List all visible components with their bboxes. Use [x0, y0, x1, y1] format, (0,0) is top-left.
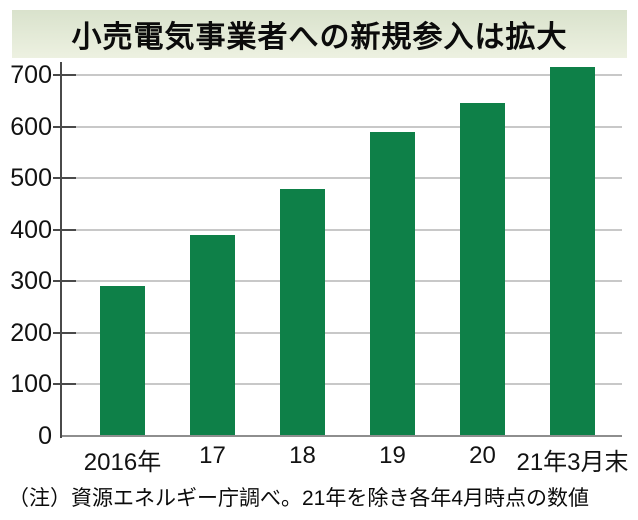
chart-title: 小売電気事業者への新規参入は拡大	[71, 21, 568, 54]
bar	[100, 286, 145, 436]
y-tick-mark	[53, 177, 76, 180]
grid-line	[62, 125, 622, 128]
grid-line	[62, 228, 622, 231]
y-tick-label: 200	[10, 318, 52, 347]
bar	[280, 188, 325, 436]
y-tick-mark	[53, 331, 76, 334]
y-tick-mark	[53, 125, 76, 128]
chart-title-band: 小売電気事業者への新規参入は拡大	[12, 10, 627, 58]
y-tick-mark	[53, 74, 76, 76]
grid-line	[62, 280, 622, 283]
y-tick-label: 600	[10, 112, 52, 141]
x-tick-label: 21年3月末	[516, 449, 629, 476]
grid-line	[62, 383, 622, 386]
y-tick-mark	[53, 280, 76, 283]
grid-line	[62, 177, 622, 180]
y-tick-label: 100	[10, 370, 52, 399]
y-tick-label: 300	[10, 267, 52, 296]
x-tick-label: 2016年	[83, 449, 162, 476]
x-tick-label: 17	[199, 442, 226, 469]
bar	[190, 234, 235, 436]
source-note: （注）資源エネルギー庁調べ。21年を除き各年4月時点の数値	[8, 487, 590, 510]
x-tick-label: 19	[379, 442, 406, 469]
x-axis-line	[62, 435, 622, 437]
bar	[370, 131, 415, 436]
bar	[550, 67, 595, 436]
y-tick-mark	[53, 383, 76, 386]
x-tick-label: 18	[289, 442, 316, 469]
grid-line	[62, 331, 622, 334]
x-tick-label: 20	[469, 442, 496, 469]
grid-line	[62, 74, 622, 76]
y-tick-mark	[53, 228, 76, 231]
bar-chart-plot-area: 0 100 200 300 400 500 600 700 2016年 17 18 19 20 21年3…	[10, 62, 629, 476]
y-tick-label: 0	[38, 422, 52, 450]
y-tick-label: 400	[10, 215, 52, 244]
y-tick-label: 500	[10, 164, 52, 193]
bar	[460, 103, 505, 436]
y-tick-label: 700	[10, 61, 52, 89]
y-axis-line	[60, 62, 62, 438]
